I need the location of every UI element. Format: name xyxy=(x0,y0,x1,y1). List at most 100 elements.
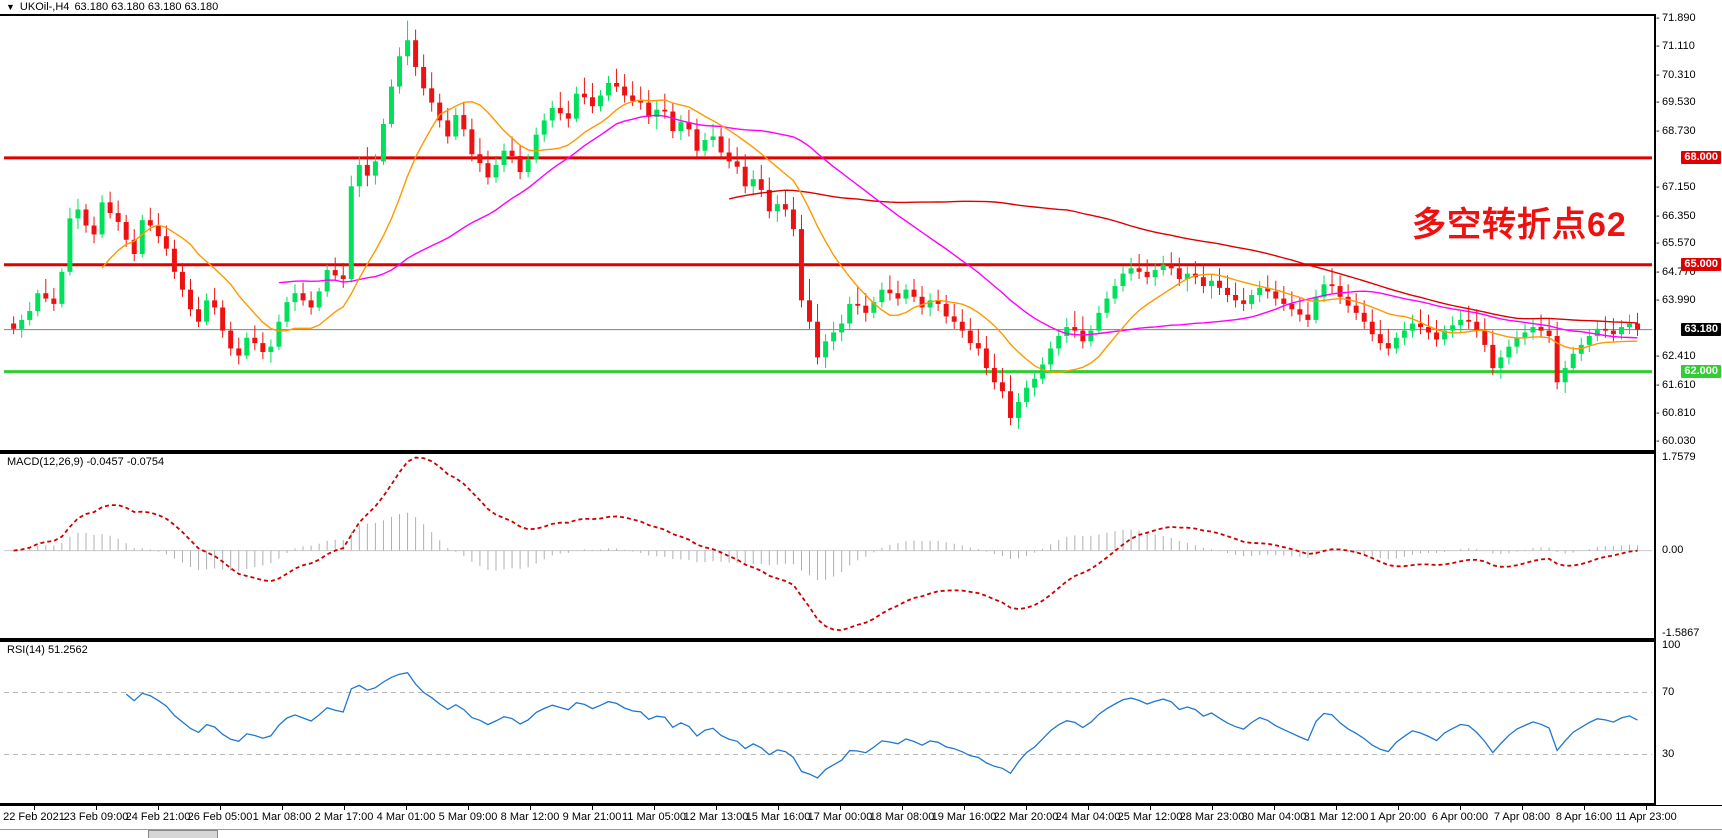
time-tick-label: 30 Mar 04:00 xyxy=(1241,811,1307,823)
time-tick-label: 5 Mar 09:00 xyxy=(438,811,498,823)
time-tick-mark xyxy=(1584,806,1585,810)
time-tick-label: 8 Apr 16:00 xyxy=(1555,811,1613,823)
time-tick-mark xyxy=(468,806,469,810)
time-tick-label: 17 Mar 00:00 xyxy=(807,811,873,823)
price-tick: -60.030 xyxy=(1656,434,1696,447)
time-tick-mark xyxy=(1088,806,1089,810)
price-tick: -69.530 xyxy=(1656,96,1696,109)
ohlc-values: 63.180 63.180 63.180 63.180 xyxy=(74,1,219,13)
time-tick-label: 26 Feb 05:00 xyxy=(187,811,253,823)
caret-down-icon[interactable]: ▼ xyxy=(6,1,15,12)
time-tick-mark xyxy=(1026,806,1027,810)
time-tick-label: 9 Mar 21:00 xyxy=(562,811,622,823)
time-tick-mark xyxy=(1212,806,1213,810)
time-tick-mark xyxy=(96,806,97,810)
rsi-tick: 30 xyxy=(1662,747,1675,760)
time-tick-mark xyxy=(716,806,717,810)
time-tick-label: 23 Feb 09:00 xyxy=(63,811,129,823)
price-axis[interactable]: -71.890 -71.110 -70.310 -69.530 -68.730 -67.1… xyxy=(1654,12,1722,452)
time-tick-mark xyxy=(34,806,35,810)
time-tick-mark xyxy=(158,806,159,810)
time-tick-label: 11 Apr 23:00 xyxy=(1615,811,1677,823)
time-tick-mark xyxy=(592,806,593,810)
rsi-legend: RSI(14) 51.2562 xyxy=(7,644,88,656)
time-tick-label: 12 Mar 13:00 xyxy=(683,811,749,823)
time-tick-label: 8 Mar 12:00 xyxy=(500,811,560,823)
time-tick-label: 15 Mar 16:00 xyxy=(745,811,811,823)
price-tick: -71.890 xyxy=(1656,12,1696,25)
price-tick: -61.610 xyxy=(1656,378,1696,391)
time-tick-mark xyxy=(1336,806,1337,810)
time-tick-label: 24 Mar 04:00 xyxy=(1055,811,1121,823)
time-tick-label: 22 Feb 2021 xyxy=(3,811,65,823)
rsi-pane: RSI(14) 51.2562 100 70 30 xyxy=(0,640,1722,805)
time-axis[interactable]: 22 Feb 2021 23 Feb 09:00 24 Feb 21:00 26 Fe… xyxy=(0,805,1722,829)
price-tick: -63.990 xyxy=(1656,293,1696,306)
time-tick-label: 28 Mar 23:00 xyxy=(1179,811,1245,823)
time-tick-label: 11 Mar 05:00 xyxy=(621,811,687,823)
macd-axis[interactable]: 1.7579 0.00 -1.5867 xyxy=(1654,452,1722,640)
rsi-pane-frame xyxy=(0,640,1722,805)
symbol-label: UKOil-,H4 xyxy=(19,1,70,13)
price-badge-green: 62.000 xyxy=(1681,365,1721,379)
price-tick: -60.810 xyxy=(1656,407,1696,419)
time-tick-label: 22 Mar 20:00 xyxy=(993,811,1059,823)
annotation-text: 多空转折点62 xyxy=(1412,206,1627,244)
rsi-main-line xyxy=(125,671,1638,779)
price-tick: -62.410 xyxy=(1656,350,1696,362)
time-tick-label: 18 Mar 08:00 xyxy=(869,811,935,823)
price-tick: -67.150 xyxy=(1656,181,1696,194)
time-tick-mark xyxy=(344,806,345,810)
price-pane: -71.890 -71.110 -70.310 -69.530 -68.730 -67.1… xyxy=(0,12,1722,452)
time-tick-mark xyxy=(282,806,283,810)
price-badge-red: 68.000 xyxy=(1681,151,1721,165)
price-tick: -71.110 xyxy=(1656,40,1695,52)
time-tick-mark xyxy=(530,806,531,810)
time-tick-mark xyxy=(654,806,655,810)
time-tick-mark xyxy=(778,806,779,810)
rsi-tick: 70 xyxy=(1662,685,1675,698)
time-tick-label: 1 Mar 08:00 xyxy=(252,811,312,823)
time-tick-label: 6 Apr 00:00 xyxy=(1431,811,1489,823)
price-tick: -65.570 xyxy=(1656,237,1696,250)
macd-plot-area[interactable] xyxy=(4,452,1654,640)
rsi-series xyxy=(4,671,1652,779)
time-tick-mark xyxy=(1274,806,1275,810)
terminal-tab[interactable] xyxy=(148,830,218,838)
macd-pane-frame xyxy=(0,452,1722,640)
rsi-axis[interactable]: 100 70 30 xyxy=(1654,640,1722,805)
macd-tick: -1.5867 xyxy=(1662,627,1700,639)
time-tick-label: 4 Mar 01:00 xyxy=(376,811,436,823)
candle-group xyxy=(11,20,1641,429)
ma-fast-line xyxy=(101,99,1638,374)
time-tick-label: 1 Apr 20:00 xyxy=(1369,811,1427,823)
time-tick-mark xyxy=(964,806,965,810)
price-plot-area[interactable] xyxy=(4,14,1654,452)
time-tick-label: 31 Mar 12:00 xyxy=(1303,811,1369,823)
time-tick-label: 24 Feb 21:00 xyxy=(125,811,191,823)
time-tick-mark xyxy=(1398,806,1399,810)
time-tick-label: 7 Apr 08:00 xyxy=(1493,811,1551,823)
time-tick-mark xyxy=(406,806,407,810)
time-tick-mark xyxy=(220,806,221,810)
rsi-plot-area[interactable] xyxy=(4,640,1654,805)
price-badge-black: 63.180 xyxy=(1681,323,1721,337)
time-tick-label: 2 Mar 17:00 xyxy=(314,811,374,823)
price-badge-red: 65.000 xyxy=(1681,258,1721,272)
time-tick-label: 25 Mar 12:00 xyxy=(1117,811,1183,823)
price-tick: -64.770 xyxy=(1656,265,1696,278)
macd-series xyxy=(4,456,1652,632)
time-tick-mark xyxy=(1460,806,1461,810)
time-tick-mark xyxy=(1522,806,1523,810)
price-candles xyxy=(4,20,1652,429)
price-pane-frame xyxy=(0,14,1722,452)
time-tick-mark xyxy=(1646,806,1647,810)
ma-slow-line xyxy=(728,189,1638,324)
time-tick-mark xyxy=(1150,806,1151,810)
time-tick-mark xyxy=(840,806,841,810)
macd-tick: 0.00 xyxy=(1662,543,1684,556)
macd-tick: 1.7579 xyxy=(1662,451,1696,463)
macd-histogram xyxy=(21,512,1639,581)
bottom-strip xyxy=(0,829,1722,838)
